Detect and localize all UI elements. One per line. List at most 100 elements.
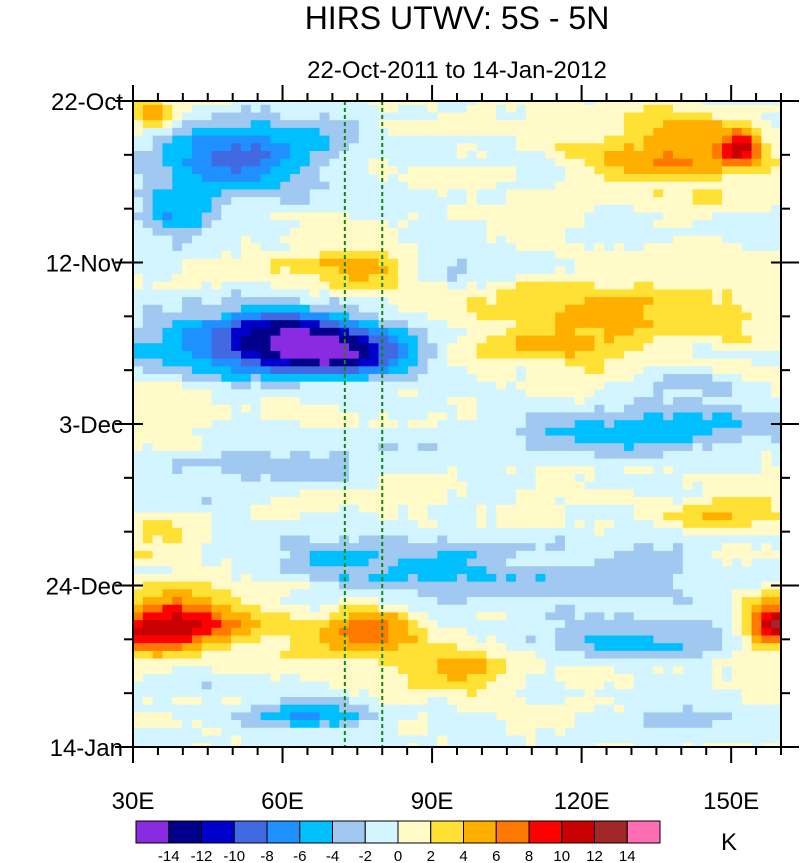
heatmap-cell	[368, 673, 380, 683]
heatmap-cell	[486, 158, 497, 167]
heatmap-cell	[515, 274, 527, 283]
heatmap-cell	[270, 227, 281, 237]
heatmap-cell	[525, 227, 537, 237]
heatmap-cell	[633, 550, 645, 560]
heatmap-cell	[172, 489, 183, 498]
heatmap-cell	[741, 566, 753, 575]
heatmap-cell	[702, 258, 713, 267]
heatmap-cell	[555, 289, 566, 298]
heatmap-cell	[211, 381, 222, 390]
heatmap-cell	[358, 566, 370, 575]
heatmap-cell	[152, 174, 164, 183]
heatmap-cell	[692, 481, 704, 490]
heatmap-cell	[182, 527, 193, 537]
heatmap-cell	[682, 458, 694, 467]
heatmap-cell	[319, 112, 330, 121]
heatmap-cell	[594, 404, 605, 414]
heatmap-cell	[398, 374, 409, 383]
heatmap-cell	[388, 266, 399, 275]
heatmap-cell	[319, 297, 330, 306]
heatmap-cell	[496, 443, 507, 452]
heatmap-cell	[535, 627, 546, 637]
heatmap-cell	[623, 220, 635, 229]
heatmap-cell	[398, 335, 409, 344]
heatmap-cell	[555, 374, 566, 383]
heatmap-cell	[692, 573, 704, 583]
heatmap-cell	[309, 666, 321, 675]
heatmap-cell	[623, 397, 635, 406]
heatmap-cell	[378, 473, 389, 483]
heatmap-cell	[260, 489, 272, 498]
heatmap-cell	[309, 481, 321, 490]
heatmap-cell	[378, 101, 389, 106]
heatmap-cell	[260, 573, 272, 583]
heatmap-cell	[201, 335, 213, 344]
heatmap-cell	[427, 120, 438, 129]
heatmap-cell	[191, 512, 203, 521]
heatmap-cell	[761, 327, 772, 337]
heatmap-cell	[663, 512, 674, 521]
heatmap-cell	[280, 197, 291, 206]
heatmap-cell	[643, 466, 654, 475]
heatmap-cell	[702, 666, 713, 675]
heatmap-cell	[702, 658, 713, 667]
heatmap-cell	[152, 166, 164, 175]
heatmap-cell	[407, 101, 419, 106]
heatmap-cell	[643, 120, 654, 129]
heatmap-cell	[466, 389, 478, 398]
heatmap-cell	[211, 101, 222, 106]
heatmap-cell	[417, 281, 429, 291]
heatmap-cell	[260, 458, 272, 467]
heatmap-cell	[604, 235, 615, 244]
heatmap-cell	[162, 104, 173, 114]
heatmap-cell	[565, 312, 576, 321]
heatmap-cell	[731, 181, 743, 191]
heatmap-cell	[594, 481, 605, 490]
heatmap-cell	[614, 358, 625, 367]
heatmap-cell	[692, 235, 704, 244]
heatmap-cell	[329, 597, 340, 606]
heatmap-cell	[378, 120, 389, 129]
heatmap-cell	[663, 112, 674, 121]
heatmap-cell	[506, 343, 517, 352]
heatmap-cell	[368, 581, 380, 590]
heatmap-cell	[761, 104, 772, 114]
heatmap-cell	[358, 166, 370, 175]
heatmap-cell	[614, 458, 625, 467]
heatmap-cell	[172, 566, 183, 575]
heatmap-cell	[280, 543, 291, 552]
heatmap-cell	[771, 612, 781, 621]
heatmap-cell	[162, 643, 173, 652]
heatmap-cell	[339, 297, 350, 306]
heatmap-cell	[633, 512, 645, 521]
heatmap-cell	[584, 520, 596, 529]
heatmap-cell	[702, 374, 713, 383]
heatmap-cell	[565, 458, 576, 467]
heatmap-cell	[152, 666, 164, 675]
heatmap-cell	[457, 512, 468, 521]
heatmap-cell	[162, 504, 173, 514]
heatmap-cell	[476, 381, 488, 390]
heatmap-cell	[211, 420, 222, 429]
heatmap-cell	[663, 635, 674, 644]
heatmap-cell	[692, 266, 704, 275]
heatmap-cell	[221, 466, 232, 475]
heatmap-cell	[231, 673, 242, 683]
heatmap-cell	[633, 404, 645, 414]
heatmap-cell	[133, 473, 144, 483]
heatmap-cell	[722, 450, 733, 460]
heatmap-cell	[172, 220, 183, 229]
heatmap-cell	[231, 212, 242, 221]
heatmap-cell	[731, 473, 743, 483]
heatmap-cell	[427, 435, 438, 444]
heatmap-cell	[358, 381, 370, 390]
heatmap-cell	[290, 520, 301, 529]
heatmap-cell	[682, 397, 694, 406]
heatmap-cell	[525, 274, 537, 283]
heatmap-cell	[182, 489, 193, 498]
heatmap-cell	[663, 543, 674, 552]
heatmap-cell	[466, 543, 478, 552]
heatmap-cell	[643, 358, 654, 367]
heatmap-cell	[417, 235, 429, 244]
heatmap-cell	[584, 558, 596, 567]
